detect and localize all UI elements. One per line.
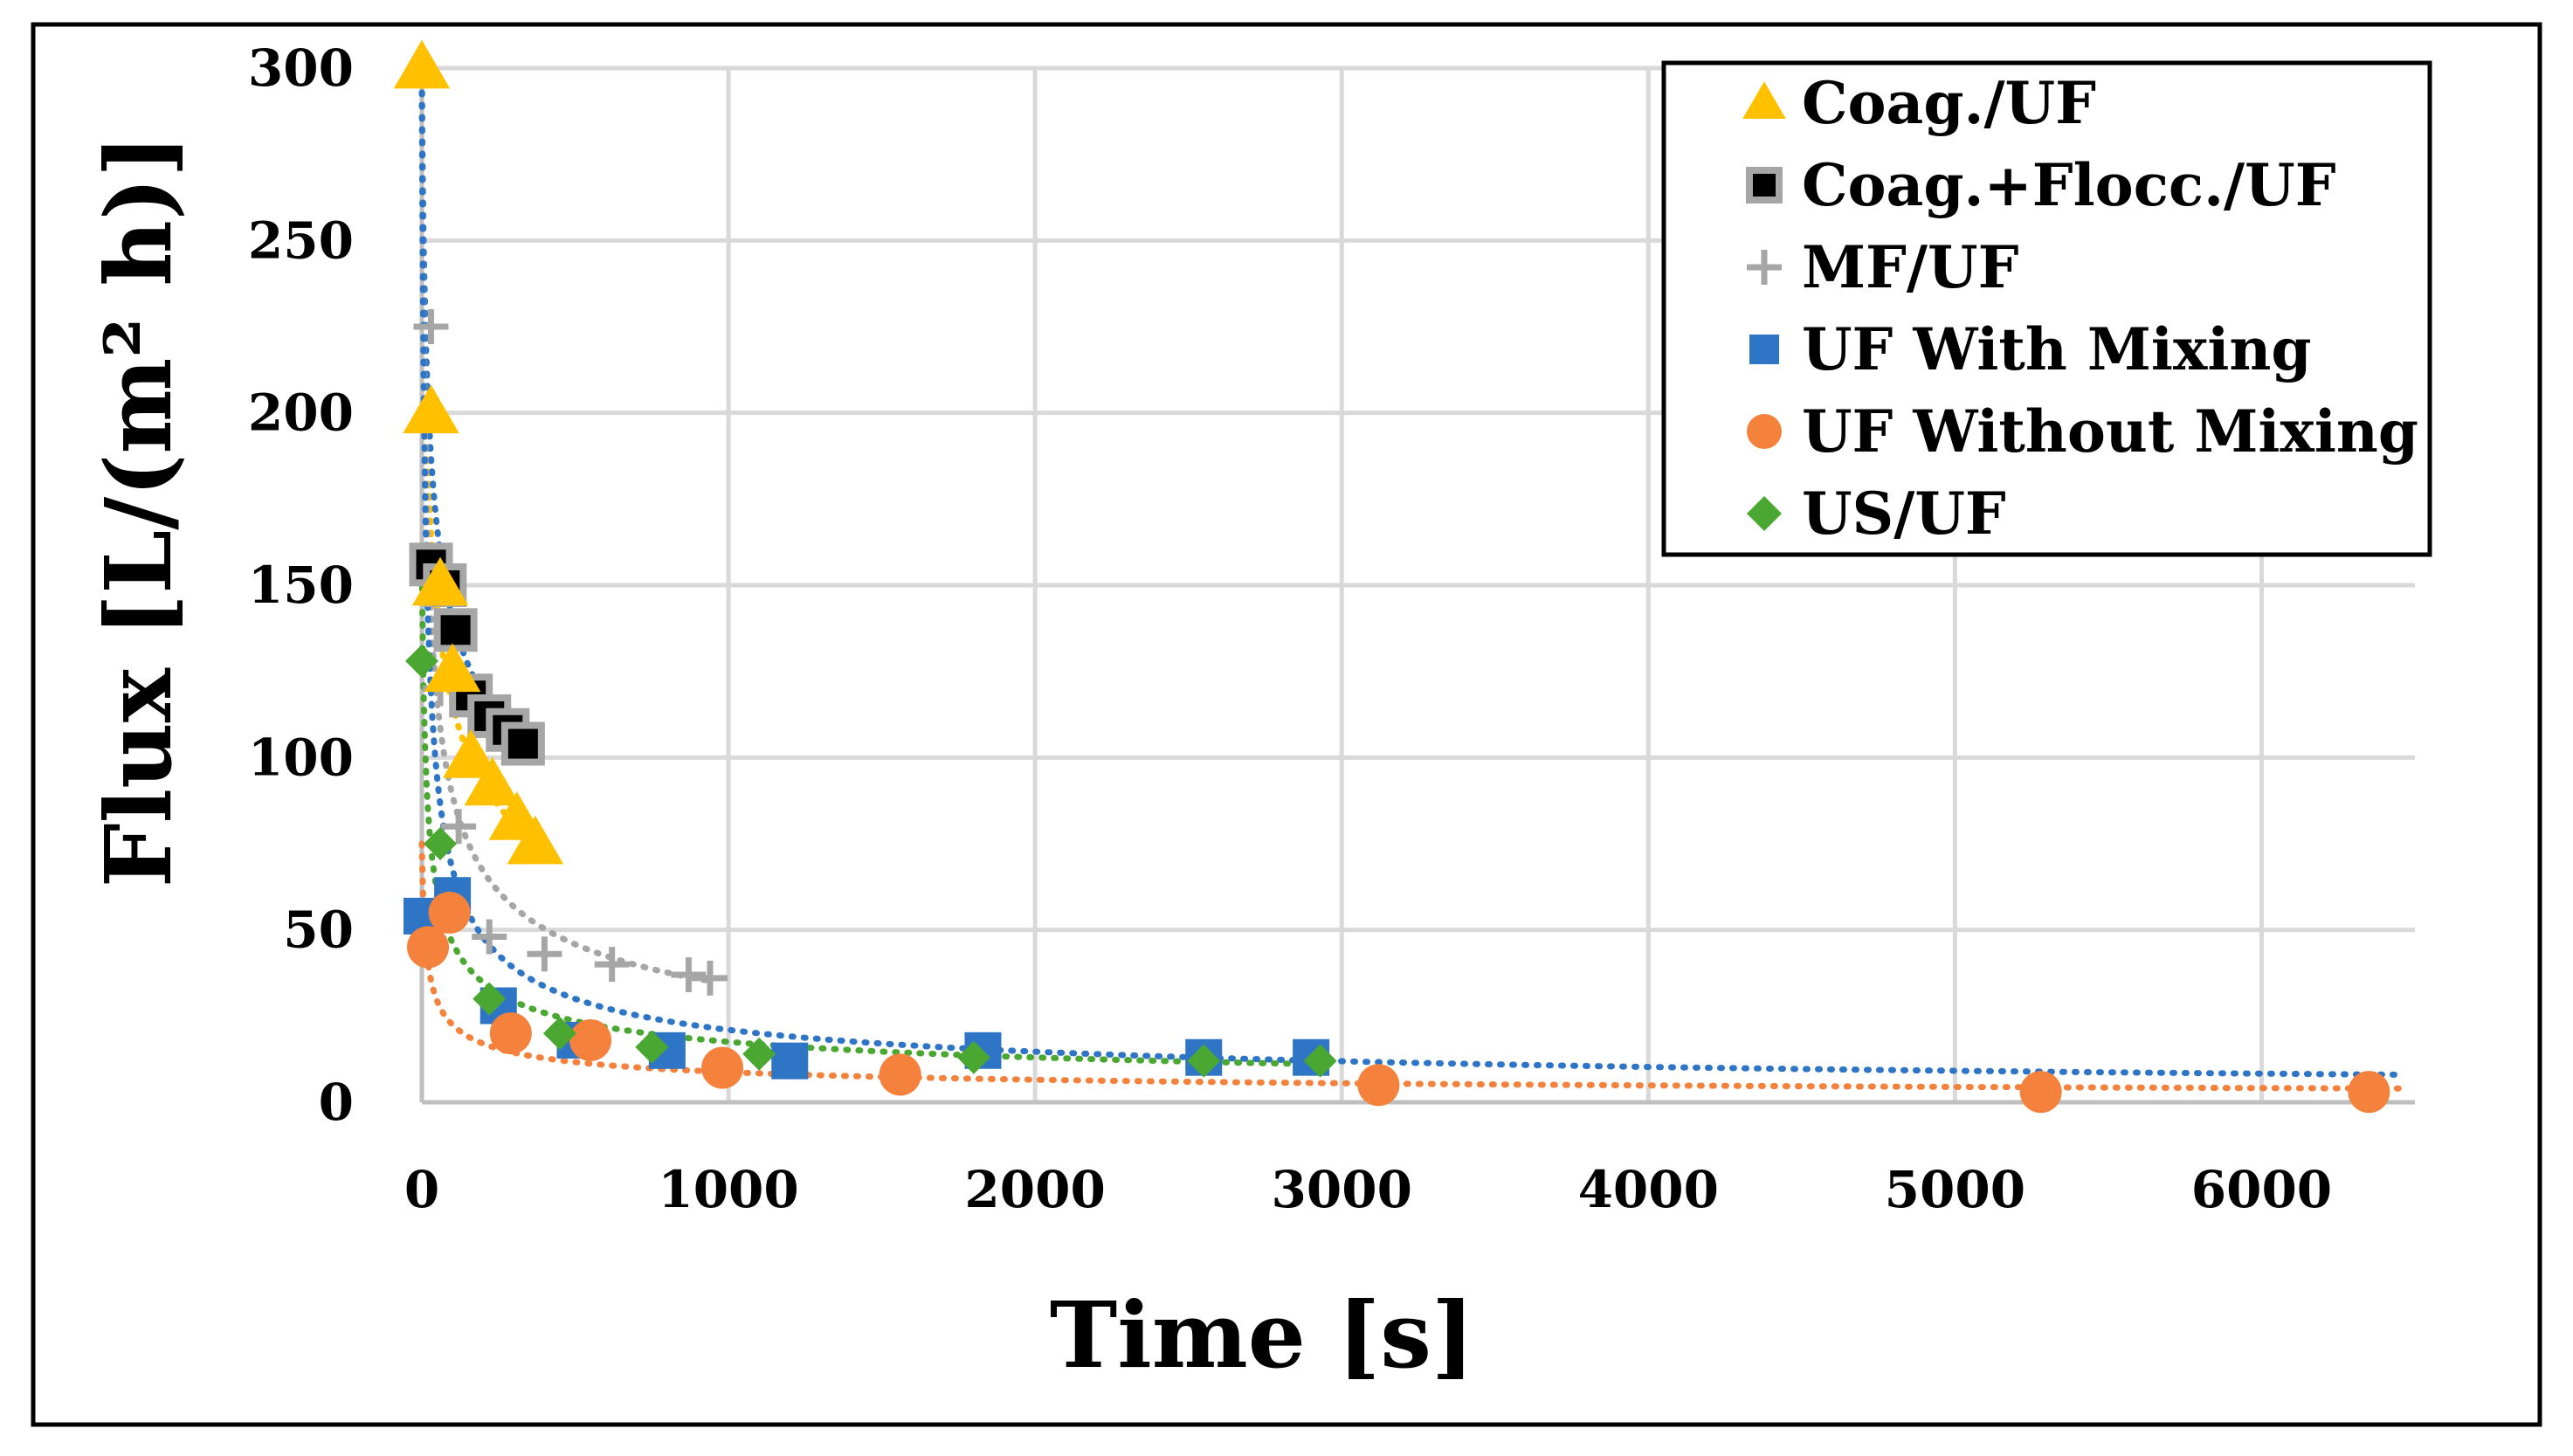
point-uf-without-mixing-1	[428, 891, 471, 934]
legend-item-uf-without-mixing: UF Without Mixing	[1747, 397, 2418, 466]
point-coag-uf-5	[464, 756, 521, 806]
y-tick-label-150: 150	[248, 555, 354, 615]
legend-item-coag-uf: Coag./UF	[1742, 69, 2096, 137]
legend: Coag./UF Coag.+Flocc./UF MF/UF UF With Mixi…	[1661, 60, 2432, 557]
point-coag-uf-2	[411, 556, 469, 606]
point-coag-flocc-uf-6	[500, 721, 545, 766]
point-mf-uf-3	[472, 919, 507, 955]
point-coag-uf-3	[424, 643, 481, 693]
point-mf-uf-6	[671, 956, 707, 992]
point-coag-uf-1	[403, 384, 459, 434]
y-tick-label-250: 250	[248, 210, 354, 270]
x-tick-label-3000: 3000	[1272, 1160, 1412, 1219]
point-mf-uf-2	[441, 809, 477, 845]
y-tick-label-50: 50	[283, 901, 354, 960]
x-tick-label-4000: 4000	[1578, 1160, 1719, 1219]
y-tick-label-200: 200	[248, 383, 354, 443]
point-uf-without-mixing-8	[2348, 1071, 2390, 1114]
legend-item-mf-uf: MF/UF	[1747, 233, 2018, 301]
point-us-uf-4	[635, 1030, 669, 1064]
point-us-uf-2	[473, 982, 507, 1016]
point-uf-without-mixing-4	[701, 1046, 744, 1089]
x-tick-label-1000: 1000	[658, 1160, 798, 1219]
point-us-uf-8	[1303, 1044, 1337, 1078]
legend-marker-uf-without-mixing	[1747, 414, 1782, 449]
trendline-uf-without-mixing	[418, 840, 2403, 1092]
point-uf-without-mixing-0	[407, 926, 450, 969]
point-uf-without-mixing-7	[2019, 1071, 2062, 1114]
legend-label-coag-flocc-uf: Coag.+Flocc./UF	[1802, 151, 2336, 219]
data-markers	[393, 39, 2390, 1114]
legend-label-uf-without-mixing: UF Without Mixing	[1802, 397, 2418, 466]
point-coag-uf-0	[393, 39, 451, 89]
point-mf-uf-7	[693, 960, 728, 996]
legend-label-uf-with-mixing: UF With Mixing	[1802, 315, 2312, 383]
x-tick-label-5000: 5000	[1885, 1160, 2025, 1219]
y-tick-label-100: 100	[248, 728, 354, 787]
point-uf-without-mixing-5	[879, 1053, 921, 1096]
x-axis-title: Time [s]	[1050, 1281, 1474, 1389]
x-tick-label-6000: 6000	[2191, 1160, 2332, 1219]
legend-item-coag-flocc-uf: Coag.+Flocc./UF	[1746, 151, 2336, 219]
point-mf-uf-4	[527, 936, 562, 972]
legend-marker-coag-uf	[1742, 81, 1786, 119]
legend-marker-coag-flocc-uf	[1746, 167, 1783, 204]
point-coag-uf-7	[507, 815, 564, 865]
point-us-uf-1	[424, 827, 458, 860]
x-tick-label-2000: 2000	[964, 1160, 1105, 1219]
point-uf-with-mixing-5	[771, 1042, 809, 1080]
point-mf-uf-0	[413, 309, 449, 344]
legend-item-uf-with-mixing: UF With Mixing	[1749, 315, 2312, 383]
legend-box	[1661, 60, 2432, 557]
point-us-uf-5	[742, 1037, 776, 1071]
point-us-uf-3	[542, 1017, 576, 1051]
legend-marker-mf-uf	[1747, 250, 1782, 285]
point-uf-without-mixing-3	[569, 1018, 612, 1061]
legend-marker-uf-with-mixing	[1749, 335, 1779, 364]
legend-marker-us-uf	[1747, 496, 1782, 531]
point-coag-flocc-uf-2	[433, 608, 478, 652]
y-tick-label-0: 0	[319, 1073, 354, 1132]
y-axis-title: Flux [L/(m² h)]	[85, 135, 192, 888]
point-coag-uf-4	[442, 729, 500, 778]
series-us-uf	[405, 644, 1337, 1078]
point-us-uf-6	[956, 1040, 990, 1074]
x-tick-label-0: 0	[404, 1160, 439, 1219]
point-mf-uf-5	[594, 947, 630, 983]
legend-label-coag-uf: Coag./UF	[1802, 69, 2096, 137]
legend-label-mf-uf: MF/UF	[1802, 233, 2018, 301]
series-coag-uf	[393, 39, 564, 865]
legend-item-us-uf: US/UF	[1747, 480, 2006, 548]
series-uf-without-mixing	[407, 891, 2390, 1114]
legend-label-us-uf: US/UF	[1802, 480, 2006, 548]
point-uf-without-mixing-6	[1357, 1064, 1400, 1107]
y-tick-label-300: 300	[248, 38, 354, 98]
point-us-uf-7	[1187, 1044, 1221, 1078]
point-uf-without-mixing-2	[489, 1012, 532, 1055]
point-us-uf-0	[405, 644, 438, 678]
